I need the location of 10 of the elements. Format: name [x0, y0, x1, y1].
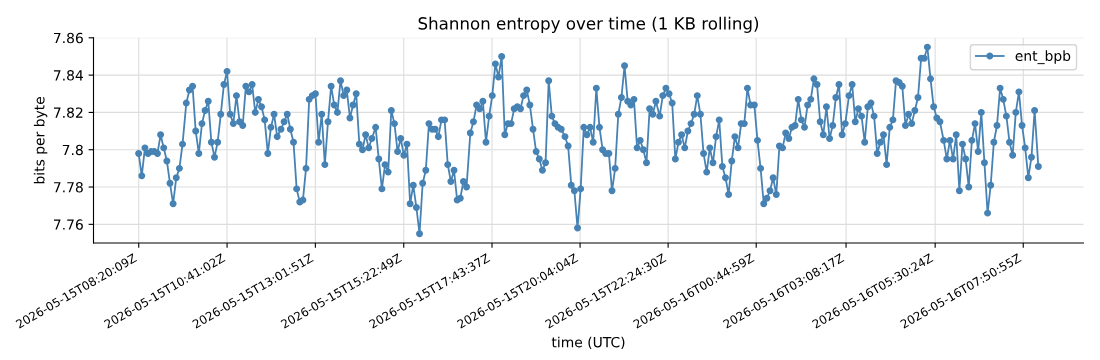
y-tick-label: 7.8 [62, 144, 83, 156]
y-tick-label: 7.86 [53, 32, 83, 44]
x-axis-title: time (UTC) [551, 336, 625, 350]
y-tick-label: 7.84 [53, 70, 83, 81]
legend-label: ent_bpb [1015, 50, 1071, 65]
y-tick-label: 7.76 [53, 219, 83, 230]
y-tick-label: 7.82 [53, 107, 83, 118]
chart-title: Shannon entropy over time (1 KB rolling) [418, 16, 759, 33]
y-tick-label: 7.78 [53, 182, 83, 193]
y-axis-title: bits per byte [33, 97, 48, 184]
